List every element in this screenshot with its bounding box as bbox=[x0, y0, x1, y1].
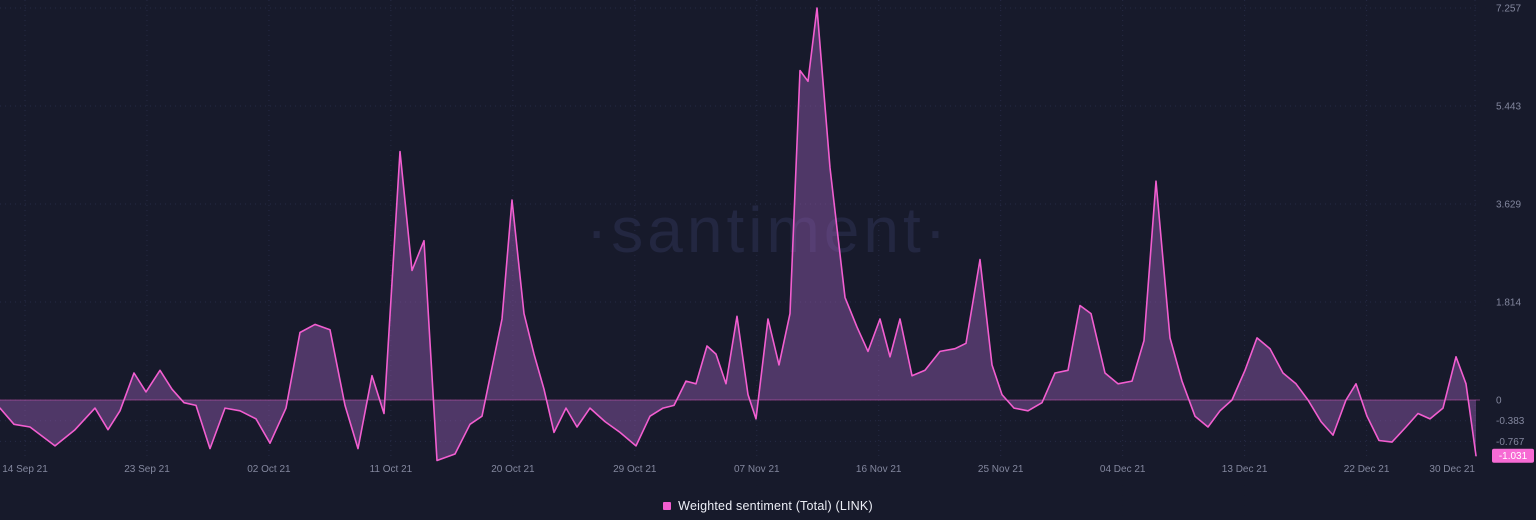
current-value-badge-label: -1.031 bbox=[1499, 451, 1528, 462]
x-axis-tick-label: 29 Oct 21 bbox=[613, 464, 657, 475]
y-axis-tick-label: 0 bbox=[1496, 396, 1502, 407]
y-axis-tick-label: -0.383 bbox=[1496, 416, 1525, 427]
x-axis-tick-label: 22 Dec 21 bbox=[1344, 464, 1390, 475]
y-axis-tick-label: 5.443 bbox=[1496, 102, 1521, 113]
x-axis-tick-label: 20 Oct 21 bbox=[491, 464, 535, 475]
x-axis-tick-label: 30 Dec 21 bbox=[1429, 464, 1475, 475]
legend[interactable]: Weighted sentiment (Total) (LINK) bbox=[0, 499, 1536, 513]
y-axis-tick-label: 1.814 bbox=[1496, 298, 1521, 309]
santiment-watermark: ·santiment· bbox=[586, 194, 950, 266]
legend-swatch-icon bbox=[663, 502, 672, 510]
x-axis-tick-label: 07 Nov 21 bbox=[734, 464, 780, 475]
sentiment-area bbox=[0, 8, 1476, 461]
x-axis-tick-label: 13 Dec 21 bbox=[1222, 464, 1268, 475]
sentiment-line bbox=[0, 7, 1477, 462]
x-axis-tick-label: 11 Oct 21 bbox=[370, 464, 413, 475]
y-axis-tick-label: 7.257 bbox=[1496, 4, 1521, 15]
x-axis-tick-label: 02 Oct 21 bbox=[247, 464, 291, 475]
x-axis-tick-label: 04 Dec 21 bbox=[1100, 464, 1146, 475]
current-value-badge bbox=[1492, 448, 1534, 463]
x-axis-tick-label: 16 Nov 21 bbox=[856, 464, 902, 475]
x-axis-tick-label: 14 Sep 21 bbox=[2, 464, 48, 475]
y-axis-tick-label: -0.767 bbox=[1496, 437, 1525, 448]
x-axis-tick-label: 23 Sep 21 bbox=[124, 464, 170, 475]
y-axis-tick-label: 3.629 bbox=[1496, 200, 1521, 211]
x-axis-tick-label: 25 Nov 21 bbox=[978, 464, 1024, 475]
legend-label: Weighted sentiment (Total) (LINK) bbox=[678, 499, 873, 513]
